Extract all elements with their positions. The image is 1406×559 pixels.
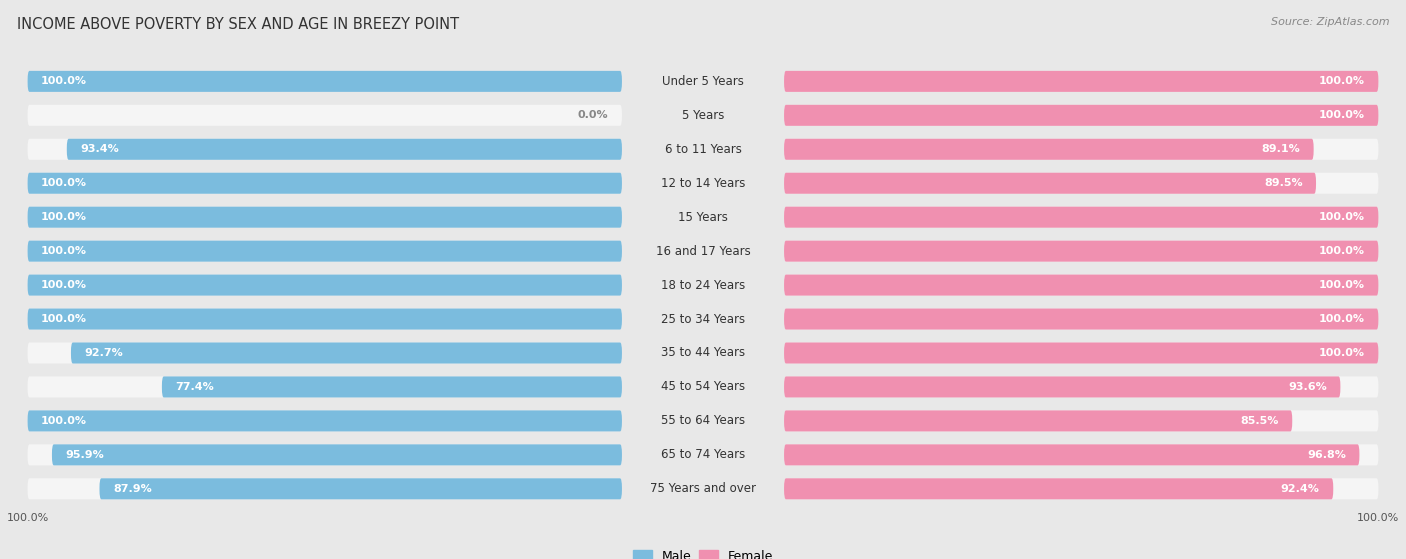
Text: INCOME ABOVE POVERTY BY SEX AND AGE IN BREEZY POINT: INCOME ABOVE POVERTY BY SEX AND AGE IN B… xyxy=(17,17,458,32)
Text: 89.5%: 89.5% xyxy=(1264,178,1302,188)
Text: Under 5 Years: Under 5 Years xyxy=(662,75,744,88)
FancyBboxPatch shape xyxy=(28,309,621,330)
Text: 85.5%: 85.5% xyxy=(1240,416,1278,426)
Text: 15 Years: 15 Years xyxy=(678,211,728,224)
Text: 100.0%: 100.0% xyxy=(1319,110,1365,120)
Text: 75 Years and over: 75 Years and over xyxy=(650,482,756,495)
FancyBboxPatch shape xyxy=(785,376,1340,397)
Text: 92.7%: 92.7% xyxy=(84,348,124,358)
Text: Source: ZipAtlas.com: Source: ZipAtlas.com xyxy=(1271,17,1389,27)
FancyBboxPatch shape xyxy=(785,479,1378,499)
Text: 95.9%: 95.9% xyxy=(66,450,104,460)
FancyBboxPatch shape xyxy=(28,410,621,432)
Text: 100.0%: 100.0% xyxy=(1319,246,1365,256)
Text: 89.1%: 89.1% xyxy=(1261,144,1301,154)
FancyBboxPatch shape xyxy=(785,173,1378,194)
FancyBboxPatch shape xyxy=(28,376,621,397)
FancyBboxPatch shape xyxy=(28,444,621,466)
Text: 100.0%: 100.0% xyxy=(1319,348,1365,358)
FancyBboxPatch shape xyxy=(785,274,1378,296)
FancyBboxPatch shape xyxy=(70,343,621,363)
FancyBboxPatch shape xyxy=(785,71,1378,92)
FancyBboxPatch shape xyxy=(785,105,1378,126)
FancyBboxPatch shape xyxy=(100,479,621,499)
Text: 100.0%: 100.0% xyxy=(1319,280,1365,290)
Text: 65 to 74 Years: 65 to 74 Years xyxy=(661,448,745,461)
Text: 100.0%: 100.0% xyxy=(1357,513,1399,523)
Text: 100.0%: 100.0% xyxy=(41,178,87,188)
Text: 18 to 24 Years: 18 to 24 Years xyxy=(661,278,745,292)
Text: 55 to 64 Years: 55 to 64 Years xyxy=(661,414,745,428)
FancyBboxPatch shape xyxy=(28,207,621,228)
FancyBboxPatch shape xyxy=(785,343,1378,363)
Text: 100.0%: 100.0% xyxy=(1319,77,1365,87)
Text: 100.0%: 100.0% xyxy=(41,416,87,426)
FancyBboxPatch shape xyxy=(785,410,1292,432)
FancyBboxPatch shape xyxy=(785,173,1316,194)
FancyBboxPatch shape xyxy=(785,444,1360,466)
FancyBboxPatch shape xyxy=(28,240,621,262)
FancyBboxPatch shape xyxy=(785,274,1378,296)
FancyBboxPatch shape xyxy=(28,410,621,432)
Text: 100.0%: 100.0% xyxy=(1319,314,1365,324)
Text: 100.0%: 100.0% xyxy=(41,246,87,256)
Text: 93.6%: 93.6% xyxy=(1288,382,1327,392)
FancyBboxPatch shape xyxy=(28,309,621,330)
FancyBboxPatch shape xyxy=(785,139,1378,160)
FancyBboxPatch shape xyxy=(28,207,621,228)
Text: 35 to 44 Years: 35 to 44 Years xyxy=(661,347,745,359)
Text: 87.9%: 87.9% xyxy=(112,484,152,494)
FancyBboxPatch shape xyxy=(28,105,621,126)
FancyBboxPatch shape xyxy=(28,240,621,262)
Legend: Male, Female: Male, Female xyxy=(628,544,778,559)
Text: 92.4%: 92.4% xyxy=(1281,484,1320,494)
Text: 100.0%: 100.0% xyxy=(41,77,87,87)
FancyBboxPatch shape xyxy=(67,139,621,160)
FancyBboxPatch shape xyxy=(162,376,621,397)
Text: 93.4%: 93.4% xyxy=(80,144,120,154)
Text: 0.0%: 0.0% xyxy=(578,110,609,120)
FancyBboxPatch shape xyxy=(785,207,1378,228)
Text: 16 and 17 Years: 16 and 17 Years xyxy=(655,245,751,258)
Text: 100.0%: 100.0% xyxy=(41,280,87,290)
Text: 100.0%: 100.0% xyxy=(1319,212,1365,222)
FancyBboxPatch shape xyxy=(785,240,1378,262)
FancyBboxPatch shape xyxy=(28,343,621,363)
Text: 96.8%: 96.8% xyxy=(1308,450,1346,460)
FancyBboxPatch shape xyxy=(28,71,621,92)
Text: 77.4%: 77.4% xyxy=(176,382,214,392)
FancyBboxPatch shape xyxy=(785,240,1378,262)
Text: 12 to 14 Years: 12 to 14 Years xyxy=(661,177,745,190)
FancyBboxPatch shape xyxy=(785,410,1378,432)
FancyBboxPatch shape xyxy=(785,309,1378,330)
FancyBboxPatch shape xyxy=(785,444,1378,466)
Text: 100.0%: 100.0% xyxy=(41,314,87,324)
Text: 100.0%: 100.0% xyxy=(41,212,87,222)
FancyBboxPatch shape xyxy=(28,173,621,194)
FancyBboxPatch shape xyxy=(28,274,621,296)
FancyBboxPatch shape xyxy=(785,479,1333,499)
FancyBboxPatch shape xyxy=(28,71,621,92)
FancyBboxPatch shape xyxy=(785,139,1313,160)
FancyBboxPatch shape xyxy=(785,71,1378,92)
FancyBboxPatch shape xyxy=(785,376,1378,397)
FancyBboxPatch shape xyxy=(28,479,621,499)
FancyBboxPatch shape xyxy=(785,343,1378,363)
Text: 100.0%: 100.0% xyxy=(7,513,49,523)
FancyBboxPatch shape xyxy=(785,309,1378,330)
FancyBboxPatch shape xyxy=(785,105,1378,126)
FancyBboxPatch shape xyxy=(28,139,621,160)
Text: 25 to 34 Years: 25 to 34 Years xyxy=(661,312,745,325)
Text: 6 to 11 Years: 6 to 11 Years xyxy=(665,143,741,156)
Text: 5 Years: 5 Years xyxy=(682,109,724,122)
FancyBboxPatch shape xyxy=(785,207,1378,228)
FancyBboxPatch shape xyxy=(28,274,621,296)
FancyBboxPatch shape xyxy=(28,173,621,194)
Text: 45 to 54 Years: 45 to 54 Years xyxy=(661,381,745,394)
FancyBboxPatch shape xyxy=(52,444,621,466)
